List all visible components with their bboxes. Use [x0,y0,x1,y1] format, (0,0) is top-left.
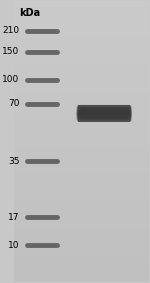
Text: 70: 70 [8,99,19,108]
FancyBboxPatch shape [81,107,128,120]
Text: 17: 17 [8,213,19,222]
FancyBboxPatch shape [77,107,132,120]
FancyBboxPatch shape [77,110,132,117]
FancyBboxPatch shape [77,108,132,119]
Text: 100: 100 [2,75,19,84]
FancyBboxPatch shape [77,112,132,115]
FancyBboxPatch shape [77,106,132,121]
Text: 35: 35 [8,156,19,166]
Text: kDa: kDa [19,8,40,18]
FancyBboxPatch shape [77,111,132,116]
Text: 10: 10 [8,241,19,250]
Text: 150: 150 [2,47,19,56]
FancyBboxPatch shape [78,105,131,122]
FancyBboxPatch shape [77,112,132,115]
Text: 210: 210 [2,26,19,35]
FancyBboxPatch shape [77,111,132,116]
